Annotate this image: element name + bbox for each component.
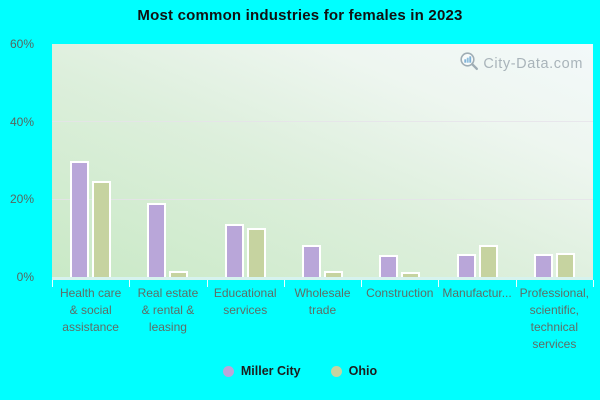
bar-miller-city-educational-services (224, 224, 244, 277)
x-tick (593, 280, 594, 287)
legend-item-ohio: Ohio (330, 364, 378, 378)
bar-group-educational-services (207, 44, 284, 277)
bar-group-construction (361, 44, 438, 277)
bar-miller-city-health-care-social-assistance (70, 160, 90, 277)
legend-swatch-miller-city (222, 365, 234, 377)
bar-group-health-care-social-assistance (52, 44, 129, 277)
bar-ohio-construction (401, 271, 421, 277)
x-tick (52, 280, 53, 287)
legend-item-miller-city: Miller City (222, 364, 301, 378)
bar-ohio-wholesale-trade (323, 271, 343, 277)
bar-ohio-health-care-social-assistance (92, 181, 112, 277)
bar-ohio-manufactur (478, 245, 498, 277)
bar-miller-city-wholesale-trade (301, 244, 321, 277)
bar-ohio-educational-services (246, 228, 266, 277)
legend: Miller City Ohio (0, 364, 600, 378)
bar-ohio-professional-scientific-technical-services (555, 252, 575, 277)
x-label-educational-services: Educational services (213, 286, 277, 317)
bar-miller-city-manufactur (456, 254, 476, 277)
gridline-40% (52, 121, 593, 123)
bar-miller-city-real-estate-rental-leasing (147, 203, 167, 277)
x-label-health-care-social-assistance: Health care & social assistance (59, 286, 122, 334)
legend-label-ohio: Ohio (348, 364, 378, 378)
magnifier-chart-icon (459, 51, 480, 77)
x-tick (361, 280, 363, 287)
x-axis-ticks (52, 280, 594, 288)
legend-label-miller-city: Miller City (240, 364, 301, 378)
legend-swatch-ohio (330, 365, 342, 377)
chart-title: Most common industries for females in 20… (137, 7, 463, 24)
x-tick (283, 280, 285, 287)
y-tick-label-40%: 40% (9, 114, 34, 129)
bar-group-real-estate-rental-leasing (129, 44, 206, 277)
watermark: City-Data.com (459, 51, 583, 77)
gridline-20% (52, 198, 593, 200)
bar-group-professional-scientific-technical-services (516, 44, 593, 277)
bar-ohio-real-estate-rental-leasing (169, 270, 189, 277)
x-label-professional-scientific-technical-services: Professional, scientific, technical serv… (519, 286, 590, 351)
x-label-real-estate-rental-leasing: Real estate & rental & leasing (137, 286, 199, 334)
y-tick-label-20%: 20% (9, 192, 34, 207)
x-tick (438, 280, 440, 287)
bar-miller-city-construction (379, 255, 399, 277)
x-tick (515, 280, 517, 287)
bar-groups (52, 44, 593, 277)
y-tick-label-0%: 0% (16, 270, 34, 284)
x-tick (206, 280, 208, 287)
watermark-text: City-Data.com (483, 56, 583, 72)
bar-miller-city-professional-scientific-technical-services (533, 254, 553, 277)
x-label-wholesale-trade: Wholesale trade (294, 286, 351, 317)
x-axis-labels: Health care & social assistance Real esta… (52, 285, 593, 353)
y-tick-label-60%: 60% (9, 37, 34, 51)
x-label-construction: Construction (366, 286, 434, 300)
bar-group-manufactur (438, 44, 515, 277)
bar-group-wholesale-trade (284, 44, 361, 277)
x-tick (129, 280, 131, 287)
plot-area: City-Data.com (52, 44, 593, 280)
x-label-manufactur: Manufactur... (442, 286, 512, 300)
